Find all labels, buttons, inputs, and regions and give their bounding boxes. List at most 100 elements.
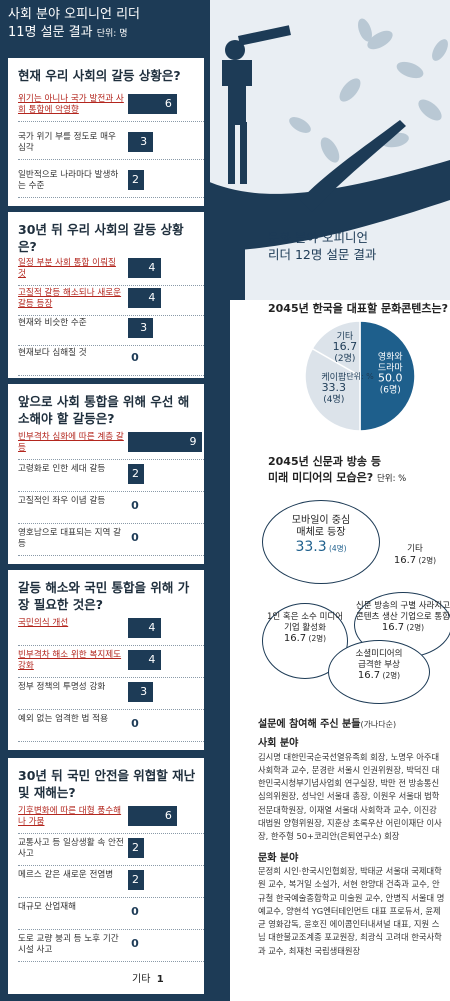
bubble-value: 16.7 (2명) — [283, 633, 327, 644]
answer-value: 3 — [140, 685, 148, 698]
answer-label: 일반적으로 나라마다 발생하는 수준 — [18, 170, 119, 191]
bubble-value: 16.7 (2명) — [381, 622, 425, 633]
pie-label: 케이팝 33.3 (4명) — [321, 371, 346, 405]
answer-row: 현재보다 심해질 것 0 — [18, 346, 204, 376]
other-answer: 기타 1 — [132, 970, 164, 985]
answer-row: 교통사고 등 일상생활 속 안전사고 2 — [18, 836, 204, 866]
pie-slice — [311, 320, 361, 378]
answer-row: 고질적 갈등 해소되나 새로운 갈등 등장 4 — [18, 286, 204, 316]
credits-culture-body: 문정희 시인·한국시인협회장, 박태균 서울대 국제대학원 교수, 복거일 소설… — [258, 865, 445, 956]
credits-social-body: 김시명 대한민국순국선열유족회 회장, 노명우 아주대 사회학과 교수, 문경란… — [258, 751, 442, 842]
media-bubble: 기타 16.7 (2명) — [385, 536, 445, 570]
other-label: 기타 — [132, 974, 151, 985]
answer-value: 4 — [148, 653, 156, 666]
answer-row: 일정 부분 사회 통합 이뤄질 것 4 — [18, 256, 204, 286]
answer-label: 예외 없는 엄격한 법 적용 — [18, 714, 108, 724]
answer-value: 3 — [140, 321, 148, 334]
answer-label: 고령화로 인한 세대 갈등 — [18, 464, 106, 474]
answer-value: 0 — [131, 531, 139, 544]
question-title: 30년 뒤 우리 사회의 갈등 상황은? — [18, 222, 184, 254]
answer-label: 정부 정책의 투명성 강화 — [18, 682, 106, 692]
bubble-label: 1인 혹은 소수 미디어 — [266, 612, 344, 622]
answer-bar — [128, 806, 178, 826]
bubble-label: 기업 활성화 — [284, 622, 326, 633]
answer-value: 3 — [140, 135, 148, 148]
answer-value: 6 — [164, 809, 172, 822]
answer-row: 일반적으로 나라마다 발생하는 수준 2 — [18, 168, 204, 198]
answer-row: 국가 위기 부를 정도로 매우 심각 3 — [18, 130, 204, 160]
answer-value: 0 — [131, 351, 139, 364]
pie-slice — [304, 347, 361, 432]
pie-slice — [359, 320, 416, 432]
bubble-label: 매체로 등장 — [296, 527, 346, 538]
bubble-count: (2명) — [306, 634, 327, 643]
culture-title-line2: 리더 12명 설문 결과 — [268, 247, 377, 262]
answer-value: 4 — [148, 621, 156, 634]
answer-row: 정부 정책의 투명성 강화 3 — [18, 680, 204, 710]
answer-bar — [128, 432, 202, 452]
credits: 설문에 참여해 주신 분들(가나다순) 사회 분야 김시명 대한민국순국선열유족… — [258, 718, 446, 958]
pie-unit: 단위: % — [346, 371, 374, 381]
question-card-3: 앞으로 사회 통합을 위해 우선 해소해야 할 갈등은? 빈부격차 심화에 따른… — [8, 384, 204, 564]
media-title: 2045년 신문과 방송 등 미래 미디어의 모습은? 단위: % — [268, 454, 450, 487]
credits-note: (가나다순) — [360, 720, 397, 729]
bubble-value: 33.3 (4명) — [295, 539, 347, 555]
media-bubble: 모바일이 중심 매체로 등장 33.3 (4명) — [262, 500, 380, 584]
culture-survey-title: 문화 분야 오피니언 리더 12명 설문 결과 — [268, 229, 448, 263]
answer-label: 교통사고 등 일상생활 속 안전사고 — [18, 838, 124, 859]
header: 사회 분야 오피니언 리더 11명 설문 결과 단위: 명 — [8, 6, 208, 43]
media-bubble: 소셜미디어의 급격한 부상 16.7 (2명) — [328, 640, 430, 704]
bubble-label: 신문 방송의 구별 사라지고 — [355, 601, 450, 611]
answer-label: 국민의식 개선 — [18, 618, 69, 628]
bubble-label: 콘텐츠 생산 기업으로 통합 — [355, 611, 450, 622]
answer-value: 9 — [189, 435, 197, 448]
question-card-4: 갈등 해소와 국민 통합을 위해 가장 필요한 것은? 국민의식 개선 4 빈부격차… — [8, 570, 204, 750]
answer-label: 일정 부분 사회 통합 이뤄질 것 — [18, 258, 116, 279]
media-unit: 단위: % — [376, 474, 407, 484]
media-title-line1: 2045년 신문과 방송 등 — [268, 455, 381, 468]
answer-row: 고령화로 인한 세대 갈등 2 — [18, 462, 204, 492]
answer-value: 2 — [131, 173, 139, 186]
answer-bar — [128, 682, 153, 702]
answer-value: 4 — [148, 261, 156, 274]
answer-value: 0 — [131, 937, 139, 950]
answer-bar — [128, 170, 145, 190]
pie-label: 영화와 드라마 50.0 (6명) — [378, 351, 404, 396]
bubble-label: 급격한 부상 — [358, 659, 400, 670]
answer-bar — [128, 870, 145, 890]
bubble-label: 소셜미디어의 — [355, 649, 403, 659]
bubble-count: (2명) — [404, 623, 425, 632]
answer-row: 현재와 비슷한 수준 3 — [18, 316, 204, 346]
culture-title-line1: 문화 분야 오피니언 — [268, 230, 368, 245]
answer-row: 빈부격차 해소 위한 복지제도 강화 4 — [18, 648, 204, 678]
answer-label: 빈부격차 해소 위한 복지제도 강화 — [18, 650, 122, 671]
answer-row: 도로 교량 붕괴 등 노후 기간시설 사고 0 — [18, 932, 204, 962]
bubble-label: 모바일이 중심 — [291, 515, 351, 526]
bubble-count: (2명) — [416, 555, 437, 565]
header-unit: 단위: 명 — [96, 29, 128, 39]
answer-value: 0 — [131, 717, 139, 730]
answer-value: 0 — [131, 905, 139, 918]
answer-label: 위기는 아니나 국가 발전과 사회 통합에 악영향 — [18, 94, 124, 115]
other-value: 1 — [156, 974, 164, 985]
answer-label: 현재와 비슷한 수준 — [18, 318, 87, 328]
pie-label: 기타 16.7 (2명) — [333, 331, 358, 364]
answer-label: 국가 위기 부를 정도로 매우 심각 — [18, 132, 116, 153]
answer-label: 현재보다 심해질 것 — [18, 348, 87, 358]
header-title-line1: 사회 분야 오피니언 리더 — [8, 7, 140, 22]
answer-label: 영호남으로 대표되는 지역 갈등 — [18, 528, 122, 549]
bubble-label: 기타 — [407, 544, 423, 554]
answer-value: 2 — [131, 467, 139, 480]
answer-row: 고질적인 좌우 이념 갈등 0 — [18, 494, 204, 524]
answer-bar — [128, 258, 161, 278]
answer-bar — [128, 618, 161, 638]
header-title-line2: 11명 설문 결과 — [8, 25, 93, 40]
credits-culture-head: 문화 분야 — [258, 852, 299, 864]
bubble-value: 16.7 (2명) — [393, 554, 437, 566]
answer-row: 국민의식 개선 4 — [18, 616, 204, 646]
question-title: 30년 뒤 국민 안전을 위협할 재난 및 재해는? — [18, 768, 196, 800]
pie-chart: 영화와 드라마 50.0 (6명) 케이팝 33.3 (4명) 기타 16.7 (2명) 단위: % — [304, 320, 416, 432]
question-card-1: 현재 우리 사회의 갈등 상황은? 위기는 아니나 국가 발전과 사회 통합에 … — [8, 58, 204, 206]
answer-value: 4 — [148, 291, 156, 304]
question-card-5: 30년 뒤 국민 안전을 위협할 재난 및 재해는? 기타 1 기후변화에 따른… — [8, 758, 204, 994]
